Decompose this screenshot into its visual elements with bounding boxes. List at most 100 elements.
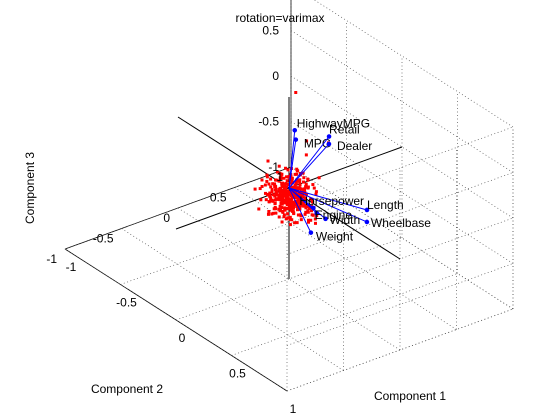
observation-point	[309, 218, 313, 222]
variable-vector	[288, 143, 330, 189]
observation-point	[304, 204, 308, 208]
x-tick-label: 0.5	[229, 367, 246, 381]
observation-point	[273, 194, 277, 198]
observation-point	[298, 186, 302, 190]
observation-point	[258, 187, 262, 191]
observation-point	[304, 182, 308, 186]
observation-point	[274, 211, 278, 215]
observation-point	[291, 206, 295, 210]
observation-point	[278, 204, 282, 208]
observation-point	[260, 185, 264, 189]
observation-point	[281, 196, 285, 200]
vector-endpoint	[314, 210, 319, 216]
observation-point	[274, 187, 278, 191]
observation-point	[290, 195, 294, 199]
observation-point	[278, 186, 282, 190]
variable-vector	[288, 187, 368, 223]
observation-point	[299, 214, 303, 218]
observation-point	[274, 207, 278, 211]
y-tick-label: 1	[276, 170, 283, 184]
observation-point	[304, 210, 308, 214]
observation-point	[273, 184, 277, 188]
observation-point	[284, 206, 288, 210]
vector-endpoint	[292, 128, 298, 133]
observation-point	[307, 220, 311, 224]
observation-point	[312, 186, 316, 190]
observation-point	[277, 215, 281, 219]
observation-point	[286, 207, 290, 211]
observation-point	[283, 206, 287, 210]
vector-label: Length	[367, 198, 404, 212]
observation-point	[284, 194, 288, 198]
observation-point	[304, 192, 308, 196]
observation-point	[286, 183, 290, 187]
observation-point	[295, 186, 299, 190]
observation-point	[260, 178, 264, 182]
observation-point	[298, 183, 302, 187]
observation-point	[286, 212, 290, 216]
observation-point	[283, 185, 287, 189]
observation-point	[307, 207, 311, 211]
vector-label: Weight	[316, 230, 354, 244]
observation-point	[287, 175, 291, 179]
observation-point	[278, 208, 282, 212]
observation-point	[287, 201, 291, 205]
observation-point	[299, 200, 303, 204]
observation-point	[283, 198, 287, 202]
observation-point	[284, 182, 288, 186]
observation-point	[288, 223, 292, 227]
grid-line	[286, 172, 514, 255]
observation-point	[294, 195, 298, 199]
z-tick-label: -0.5	[258, 115, 279, 129]
observation-point	[282, 193, 286, 197]
observation-point	[296, 213, 300, 217]
observation-point	[295, 167, 299, 171]
observation-point	[280, 184, 284, 188]
observation-point	[314, 190, 318, 194]
observation-point	[280, 220, 284, 224]
observation-point	[302, 176, 306, 180]
observation-point	[289, 201, 293, 205]
observation-point	[313, 217, 317, 221]
observation-point	[269, 177, 273, 181]
observation-point	[278, 188, 282, 192]
observation-point	[299, 218, 303, 222]
observation-point	[270, 190, 274, 194]
observation-point	[284, 191, 288, 195]
observation-point	[272, 182, 276, 186]
z-tick-label: 0.5	[262, 24, 279, 38]
grid-line	[286, 263, 514, 346]
observation-point	[305, 139, 309, 143]
observation-point	[290, 209, 294, 213]
observation-point	[282, 176, 286, 180]
observation-point	[265, 175, 269, 179]
observation-point	[273, 202, 277, 206]
observation-point	[266, 212, 270, 216]
vector-endpoint	[364, 207, 370, 213]
vector-label: Retail	[329, 123, 360, 137]
observation-point	[295, 205, 299, 209]
observation-point	[302, 200, 306, 204]
observation-point	[294, 181, 298, 185]
observation-point	[313, 221, 317, 225]
grid-line	[286, 308, 514, 392]
observation-point	[298, 204, 302, 208]
observation-point	[293, 172, 297, 176]
observation-point	[259, 198, 263, 202]
observation-point	[278, 191, 282, 195]
observation-point	[267, 209, 271, 213]
observation-point	[266, 159, 270, 163]
observation-point	[288, 217, 292, 221]
vector-label: Horsepower	[299, 194, 364, 208]
observation-point	[270, 212, 274, 216]
vector-endpoint	[323, 216, 328, 222]
observation-point	[269, 199, 273, 203]
vector-label: Width	[330, 213, 361, 227]
observation-point	[302, 204, 306, 208]
observation-point	[278, 171, 282, 175]
vector-label: Dealer	[337, 139, 372, 153]
observation-point	[287, 204, 291, 208]
vector-label: MPG	[304, 137, 331, 151]
tick-labels: -1-0.500.51-1-0.500.51-1-0.500.51	[46, 24, 296, 417]
